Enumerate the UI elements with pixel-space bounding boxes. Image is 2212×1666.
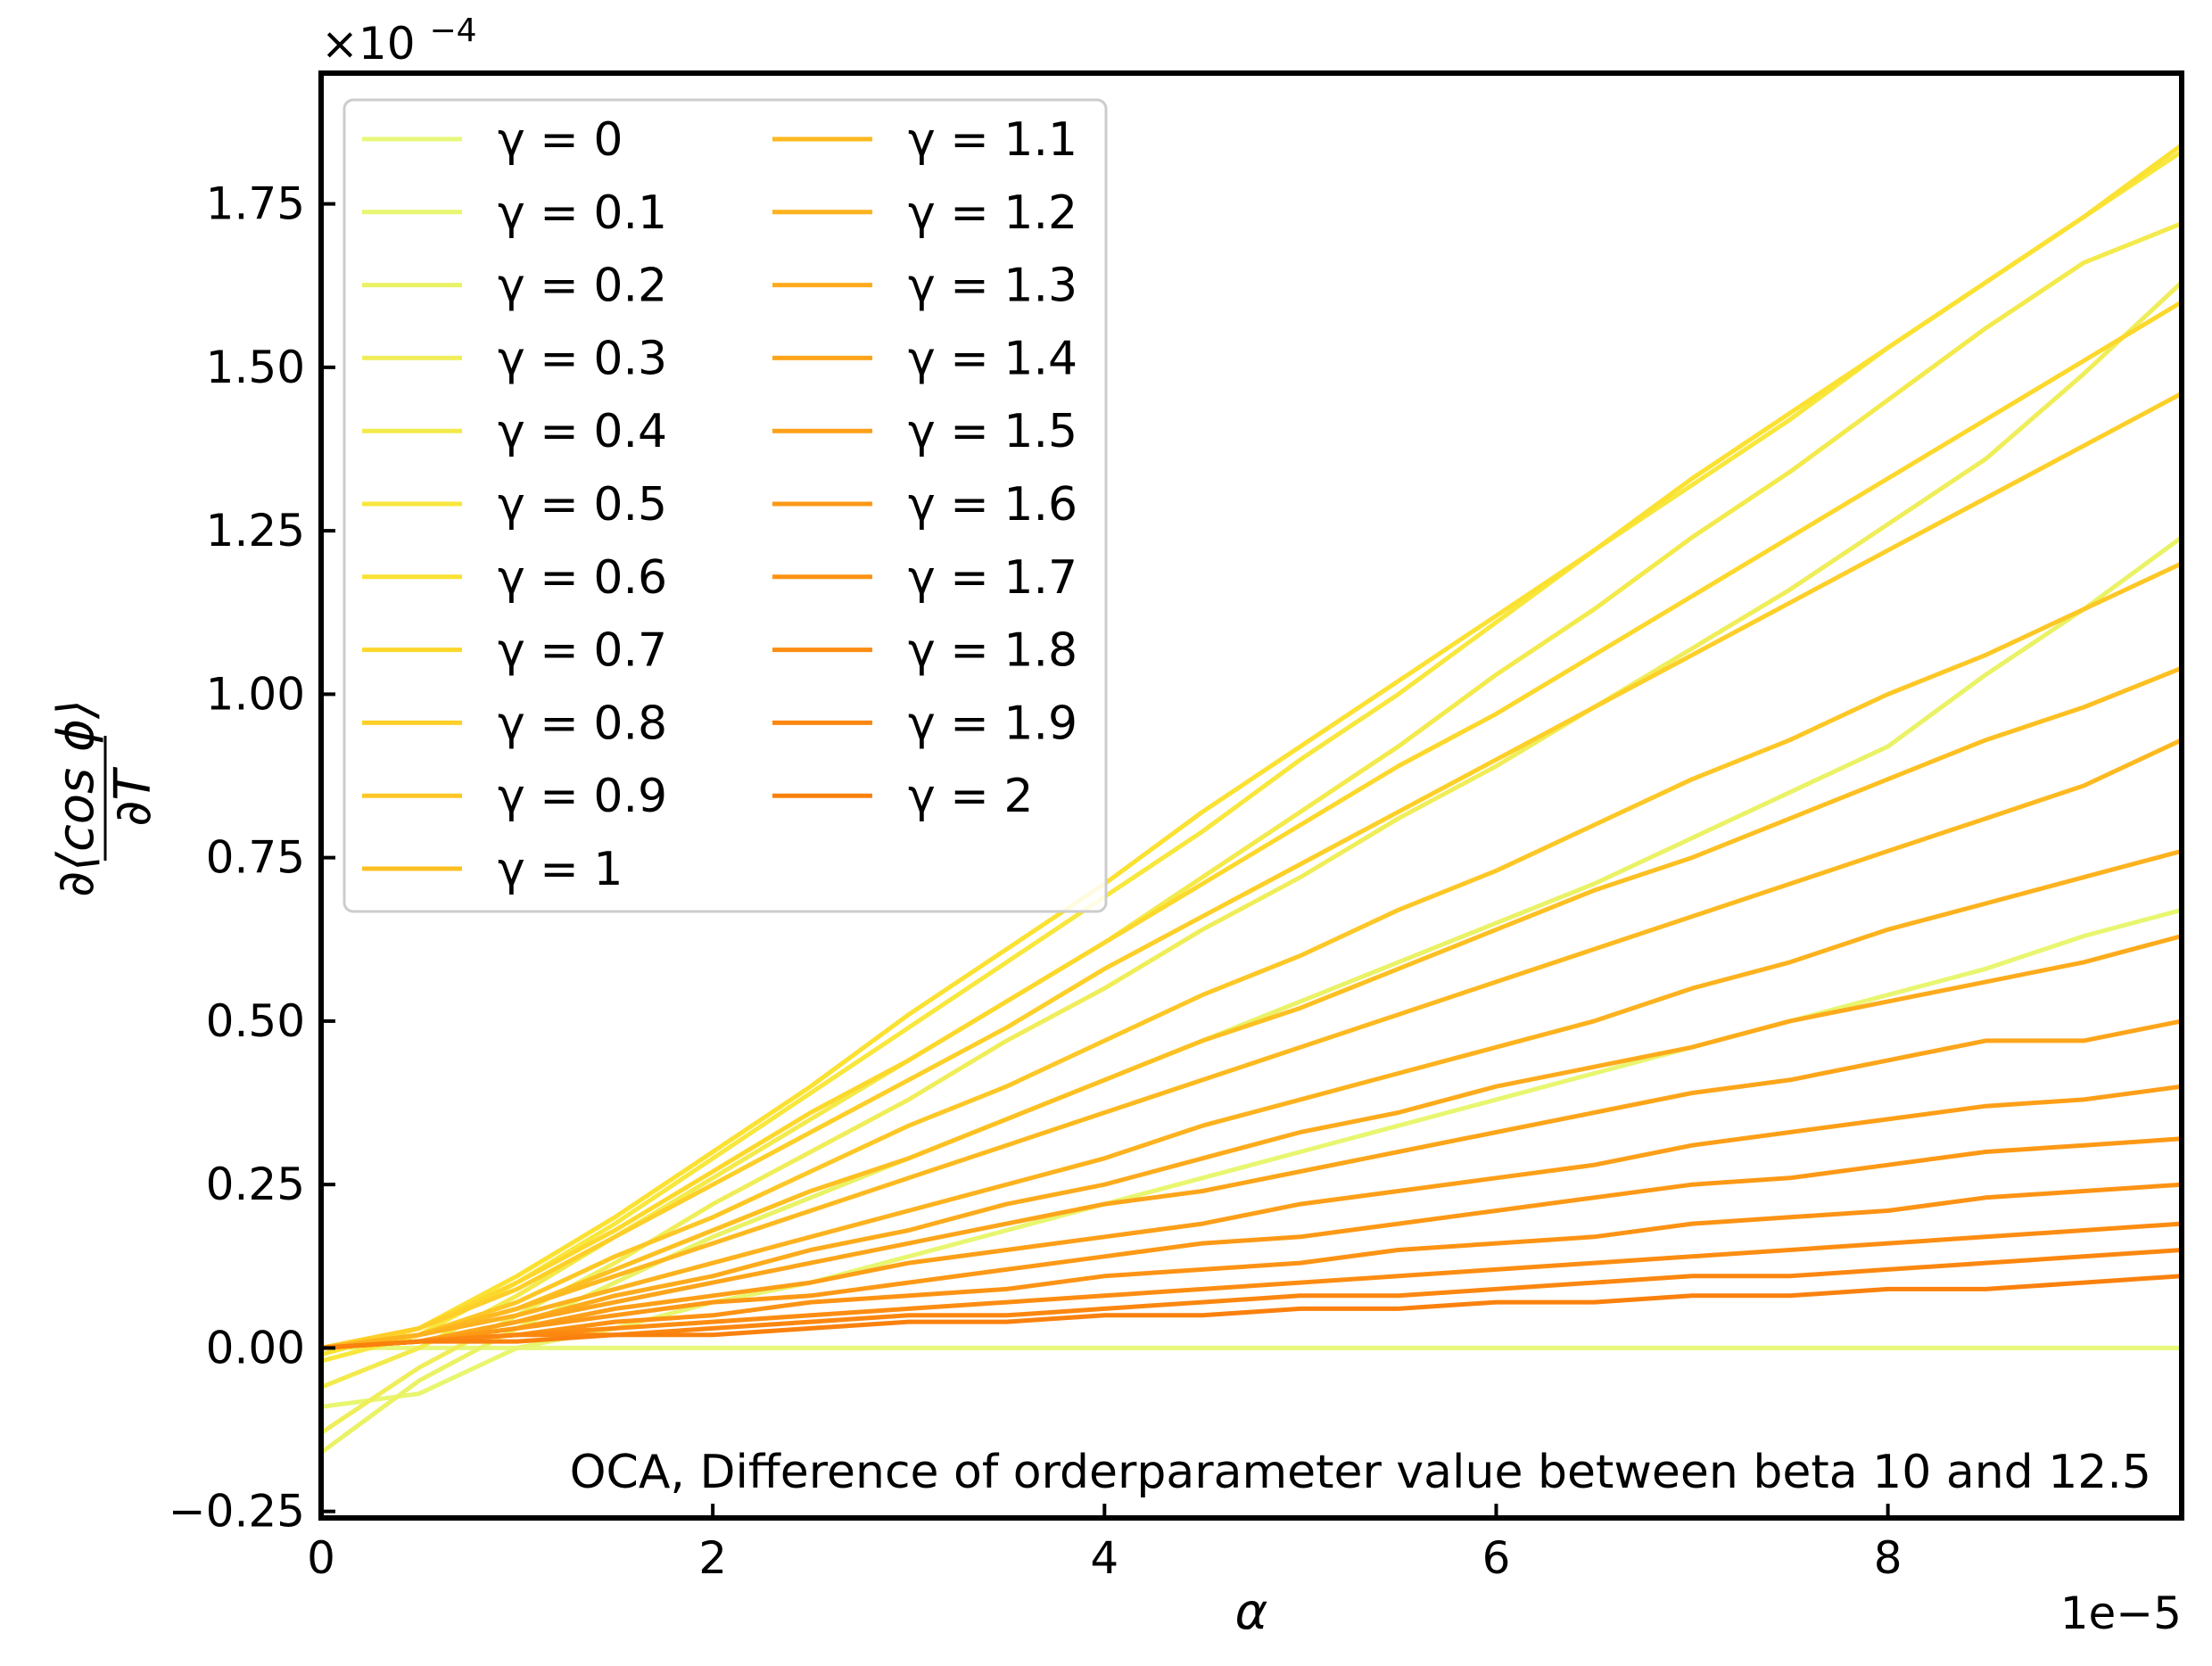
legend-entry: γ = 0.4 — [498, 405, 667, 458]
x-tick-label: 4 — [1090, 1532, 1118, 1584]
series-line-8 — [321, 391, 2182, 1350]
series-line-13 — [321, 934, 2182, 1350]
legend-entry: γ = 1.8 — [908, 624, 1077, 678]
y-tick-label: 1.75 — [206, 178, 305, 230]
y-tick-label: 0.00 — [206, 1322, 305, 1373]
x-tick-label: 6 — [1482, 1532, 1511, 1584]
annotation-layer: OCA, Difference of orderparameter value … — [570, 1446, 2151, 1499]
legend-entry: γ = 0.2 — [498, 260, 667, 313]
x-tick-label: 8 — [1874, 1532, 1902, 1584]
y-axis-label-numerator: ∂⟨cos ϕ⟩ — [47, 699, 105, 897]
legend-entry: γ = 0.7 — [498, 624, 667, 678]
x-offset-label: 1e−5 — [2060, 1588, 2182, 1639]
label-layer: α 1e−5 ×10 −4 ∂⟨cos ϕ⟩ ∂T — [47, 12, 2182, 1642]
series-layer — [321, 143, 2182, 1455]
y-offset-exponent: −4 — [429, 12, 476, 49]
legend-entry: γ = 0.9 — [498, 770, 667, 823]
legend-entry: γ = 0.8 — [498, 697, 667, 750]
y-tick-label: 0.75 — [206, 832, 305, 884]
legend-entry: γ = 1.1 — [908, 113, 1077, 167]
y-tick-label: 0.25 — [206, 1159, 305, 1210]
legend-entry: γ = 1.6 — [908, 478, 1077, 532]
x-tick-label: 2 — [698, 1532, 727, 1584]
series-line-11 — [321, 738, 2182, 1350]
series-line-1 — [321, 907, 2182, 1409]
x-axis-label: α — [1235, 1583, 1268, 1641]
legend-entry: γ = 1.4 — [908, 332, 1077, 385]
series-line-3 — [321, 280, 2182, 1435]
y-offset-base: ×10 — [321, 18, 416, 70]
legend-entry: γ = 1.9 — [908, 697, 1077, 750]
y-tick-label: 1.00 — [206, 668, 305, 720]
legend-entry: γ = 1.3 — [908, 260, 1077, 313]
legend-entry: γ = 1 — [498, 843, 623, 896]
series-line-7 — [321, 300, 2182, 1350]
y-offset-label: ×10 −4 — [321, 12, 477, 70]
series-line-10 — [321, 665, 2182, 1350]
y-tick-label: 1.50 — [206, 342, 305, 393]
y-tick-label: −0.25 — [169, 1486, 305, 1538]
series-line-17 — [321, 1182, 2182, 1350]
series-line-15 — [321, 1084, 2182, 1350]
legend-entry: γ = 2 — [908, 770, 1034, 823]
series-line-9 — [321, 561, 2182, 1350]
series-line-20 — [321, 1274, 2182, 1350]
legend-entry: γ = 1.7 — [908, 551, 1077, 605]
legend-entry: γ = 0 — [498, 113, 623, 167]
series-line-6 — [321, 143, 2182, 1357]
chart-annotation: OCA, Difference of orderparameter value … — [570, 1446, 2151, 1499]
y-tick-label: 0.50 — [206, 995, 305, 1047]
series-line-18 — [321, 1221, 2182, 1350]
y-axis-label-denominator: ∂T — [104, 767, 162, 827]
legend-entry: γ = 0.1 — [498, 186, 667, 240]
legend-entry: γ = 0.5 — [498, 478, 667, 532]
legend-entry: γ = 0.6 — [498, 551, 667, 605]
series-line-2 — [321, 535, 2182, 1455]
x-tick-label: 0 — [307, 1532, 335, 1584]
series-line-16 — [321, 1136, 2182, 1350]
y-axis-label: ∂⟨cos ϕ⟩ ∂T — [47, 699, 162, 897]
plot-frame — [318, 70, 2184, 1521]
legend-entry: γ = 1.5 — [908, 405, 1077, 458]
legend: γ = 0 γ = 0.1 γ = 0.2 γ = 0.3 γ = 0.4 γ = 0.5… — [343, 98, 1108, 913]
legend-entry: γ = 0.3 — [498, 332, 667, 385]
legend-box — [343, 98, 1108, 913]
legend-entry: γ = 1.2 — [908, 186, 1077, 240]
series-line-12 — [321, 848, 2182, 1350]
series-line-14 — [321, 1019, 2182, 1350]
y-tick-label: 1.25 — [206, 505, 305, 557]
axis-layer: 0 2 4 6 8 −0.25 0.00 0.25 0.50 0.75 1.00 1.25 1.50 1.… — [169, 70, 2184, 1584]
